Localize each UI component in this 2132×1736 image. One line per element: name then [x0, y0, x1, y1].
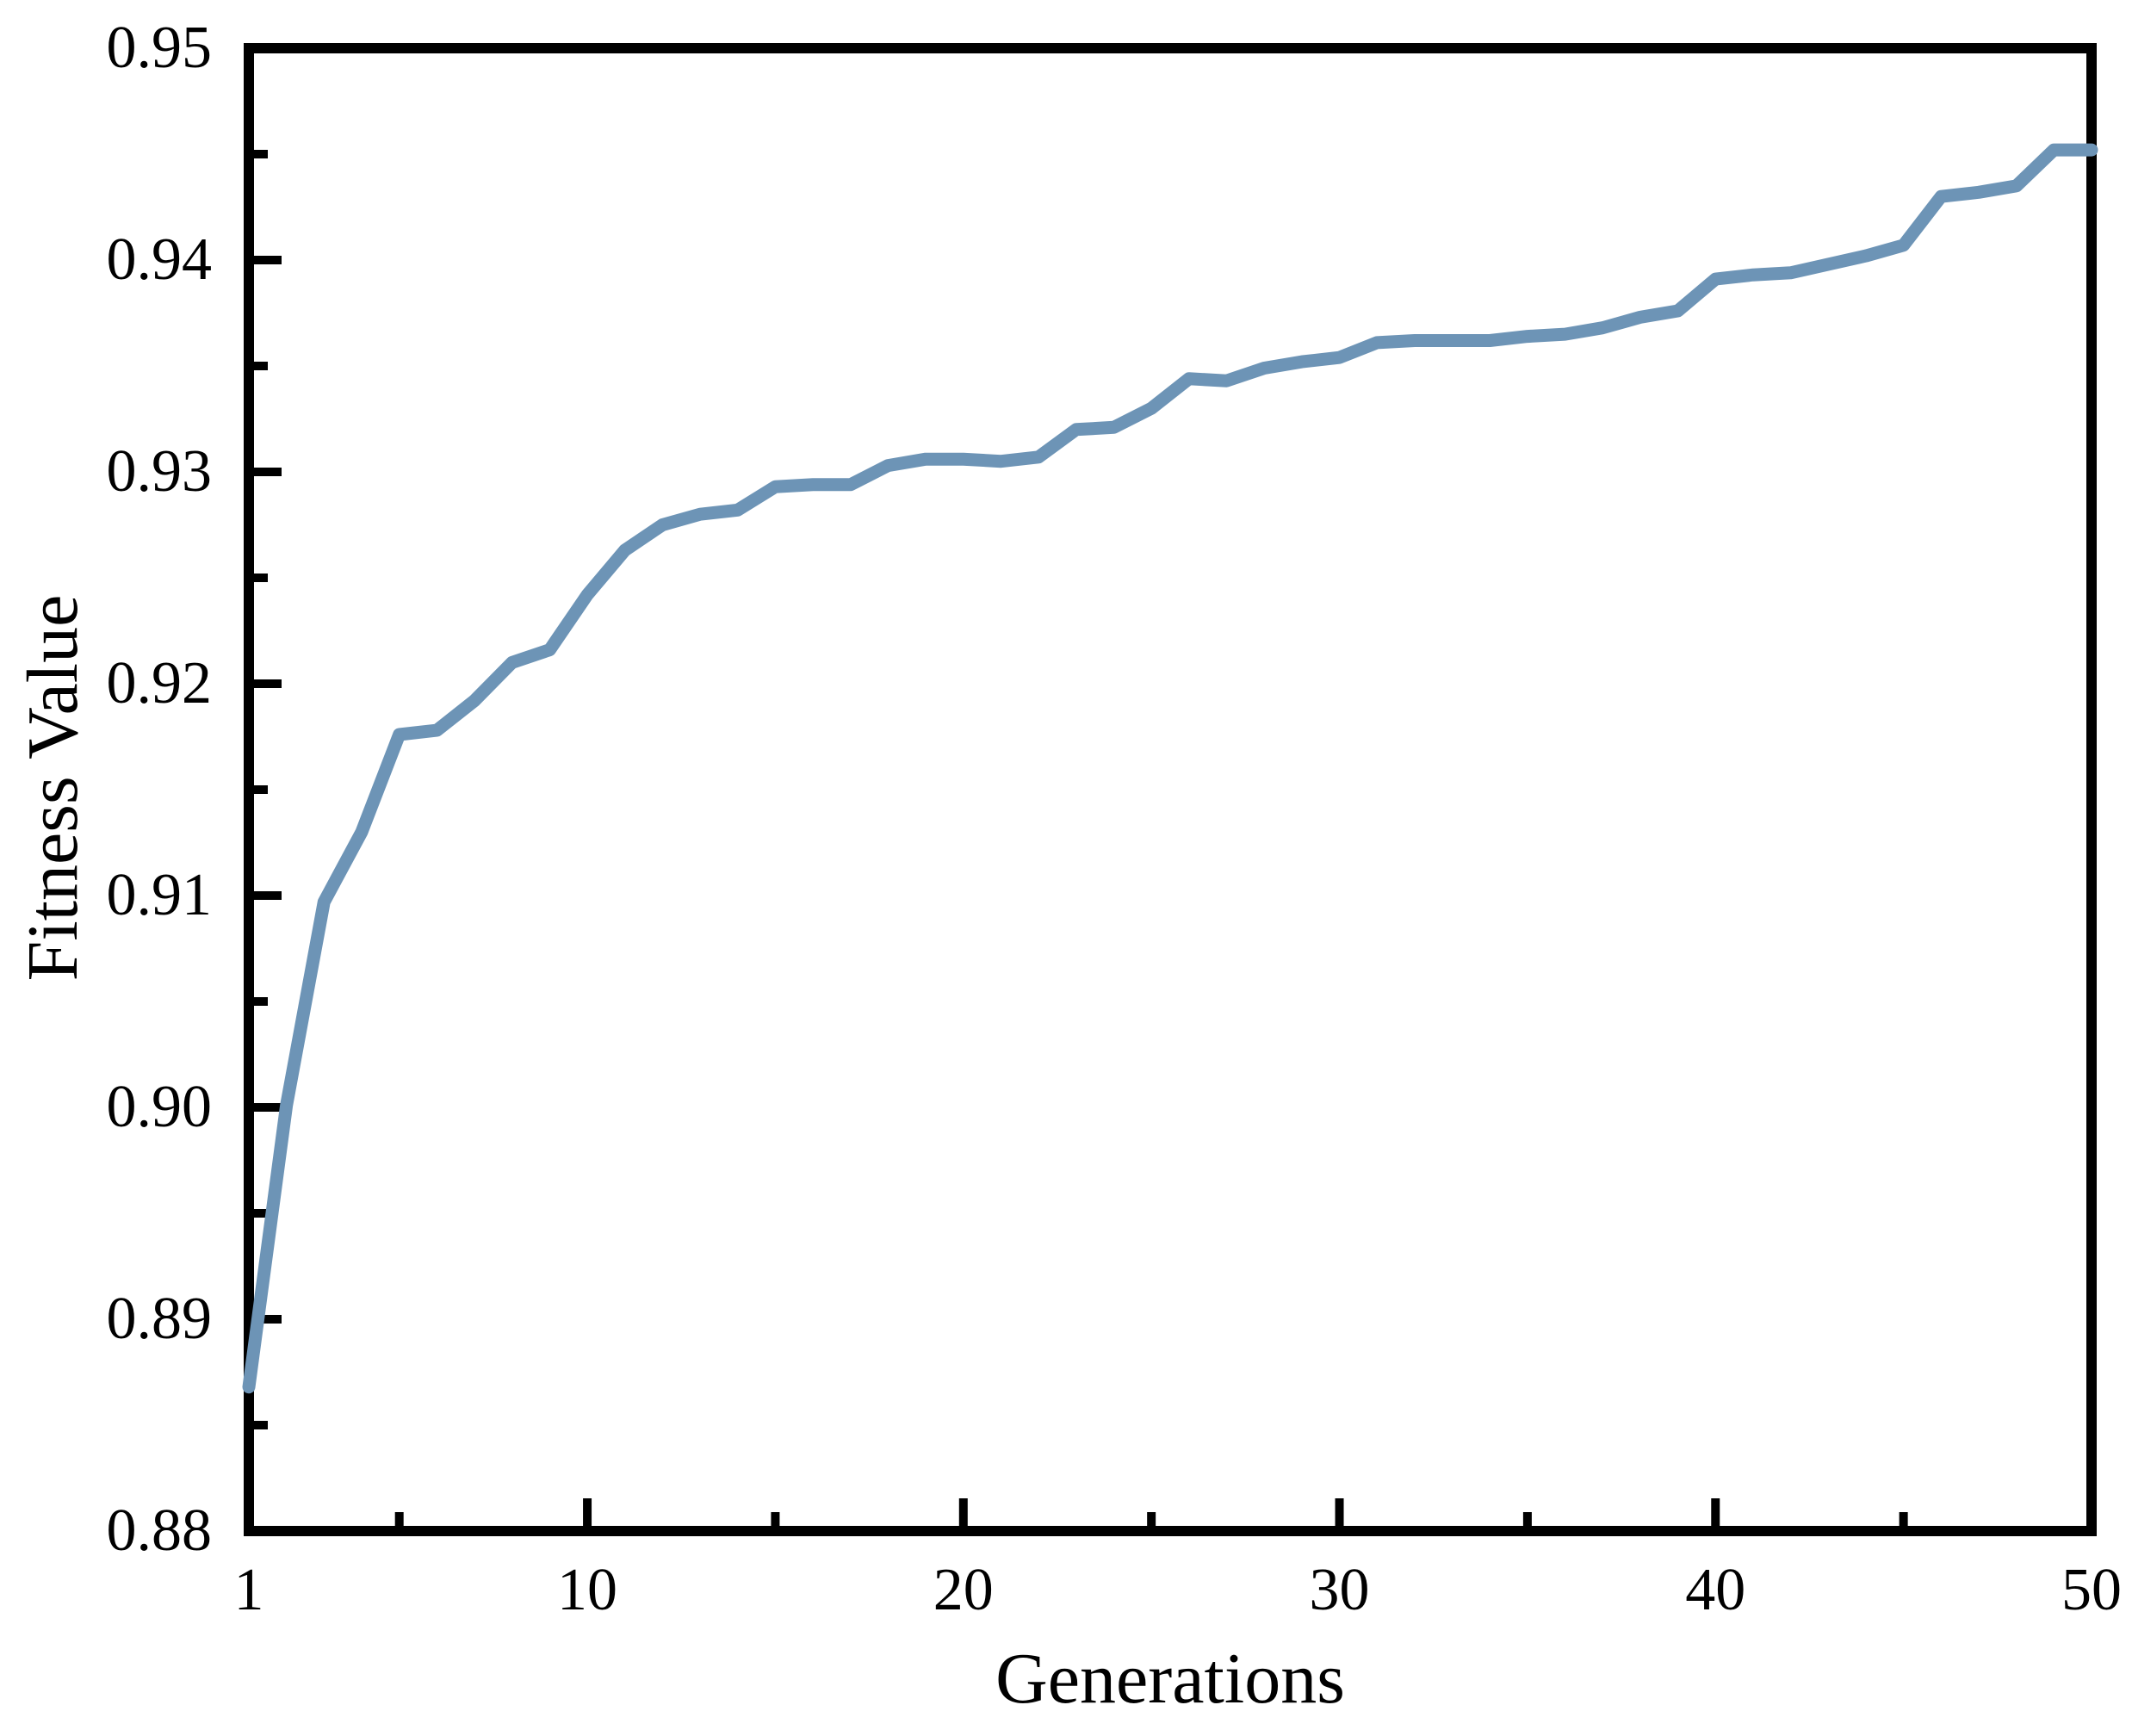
y-tick-label: 0.95 — [106, 15, 213, 81]
y-tick-label: 0.88 — [106, 1497, 213, 1564]
y-tick-label: 0.91 — [106, 862, 213, 928]
x-tick-label: 1 — [233, 1557, 264, 1623]
x-tick-label: 50 — [2061, 1557, 2122, 1623]
y-tick-label: 0.89 — [106, 1286, 213, 1352]
y-tick-label: 0.94 — [106, 226, 213, 293]
y-tick-label: 0.90 — [106, 1074, 213, 1140]
x-axis-title: Generations — [995, 1639, 1345, 1719]
x-tick-label: 30 — [1309, 1557, 1370, 1623]
y-tick-label: 0.92 — [106, 650, 213, 716]
x-tick-label: 10 — [557, 1557, 618, 1623]
x-tick-label: 40 — [1685, 1557, 1746, 1623]
y-tick-label: 0.93 — [106, 438, 213, 505]
fitness-line — [242, 143, 2098, 1394]
y-axis-title: Fitness Value — [13, 594, 93, 982]
x-tick-label: 20 — [933, 1557, 994, 1623]
